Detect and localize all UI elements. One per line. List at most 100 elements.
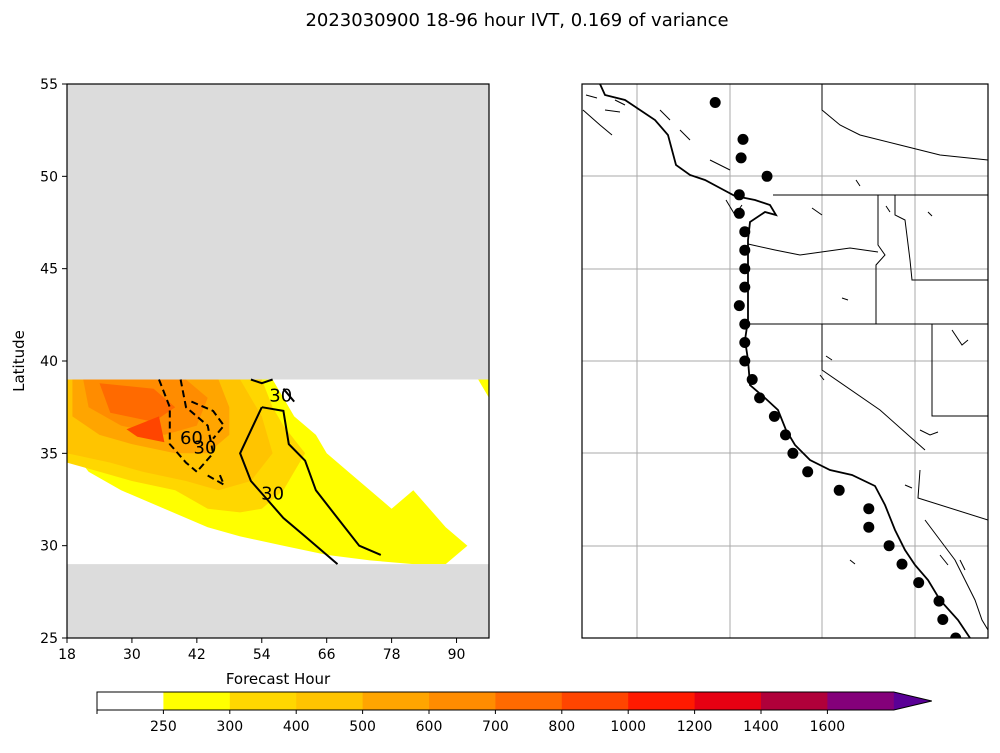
colorbar-tick-label: 1600 <box>810 719 846 735</box>
coastal-site-marker <box>739 244 751 256</box>
masked-region <box>67 84 489 380</box>
colorbar-tick-label: 800 <box>548 719 575 735</box>
x-tick-label: 18 <box>58 647 76 663</box>
colorbar-extend-arrow <box>893 692 932 710</box>
contour-line-solid <box>239 406 339 565</box>
coastal-site-marker <box>802 466 814 478</box>
contour-line-solid <box>261 406 382 556</box>
x-tick-label: 30 <box>123 647 141 663</box>
contour-label: 30 <box>194 437 217 458</box>
contour-line-dashed <box>191 400 226 440</box>
coastal-site-marker <box>950 632 962 638</box>
y-tick-label: 40 <box>40 354 58 370</box>
colorbar: 250 300 400 500 600 700 800 1000 1200 1400 1600 <box>96 691 932 735</box>
right-axes-frame <box>581 83 989 639</box>
right-panel-map <box>581 83 989 639</box>
coastal-site-marker <box>768 410 780 422</box>
x-tick-label: 66 <box>318 647 336 663</box>
colorbar-tick-label: 300 <box>216 719 243 735</box>
coastal-site-marker <box>733 189 745 201</box>
map-area <box>582 84 988 638</box>
coastal-site-marker <box>780 429 791 441</box>
id-mt-border <box>894 195 988 281</box>
colorbar-tick-label: 700 <box>482 719 509 735</box>
colorbar-tick-label: 1400 <box>743 719 779 735</box>
coastal-site-marker <box>739 355 751 367</box>
colorbar-segment <box>97 692 164 710</box>
colorbar-tick-label: 1000 <box>610 719 646 735</box>
colorbar-segment <box>296 692 364 710</box>
coastal-site-marker <box>739 318 751 330</box>
colorbar-tick-label: 600 <box>416 719 443 735</box>
left-axis-ticks: 18 30 42 54 66 78 90 25 30 35 40 45 50 55 <box>40 77 465 663</box>
coastline <box>599 84 971 638</box>
coastal-site-marker <box>746 374 758 385</box>
contour-label: 60 <box>180 428 203 449</box>
colorbar-segment <box>163 692 231 710</box>
x-tick-label: 42 <box>188 647 206 663</box>
coastal-site-marker <box>863 521 875 533</box>
coastal-site-marker <box>709 97 721 108</box>
y-axis-label: Latitude <box>10 330 28 392</box>
y-tick-label: 55 <box>40 77 58 93</box>
x-axis-label: Forecast Hour <box>226 670 331 688</box>
colorbar-segment <box>429 692 496 710</box>
coastal-site-marker <box>787 447 799 459</box>
coastal-site-marker <box>863 503 875 515</box>
coastal-site-marker <box>733 207 745 219</box>
colorbar-segment <box>561 692 629 710</box>
wa-or-border <box>747 243 879 256</box>
coastal-site-marker <box>733 300 745 312</box>
contour-label: 30 <box>261 484 284 505</box>
masked-region <box>67 564 489 638</box>
y-tick-label: 50 <box>40 169 58 185</box>
coastal-site-marker <box>933 595 945 607</box>
coastal-site-marker <box>833 484 845 496</box>
coastal-site-markers <box>709 97 962 638</box>
colorbar-tick-label: 500 <box>349 719 376 735</box>
colorbar-segment <box>628 692 696 710</box>
coastal-site-marker <box>737 133 749 145</box>
contour-line-dashed <box>179 379 215 473</box>
filled-contour-800 <box>126 416 165 443</box>
y-tick-label: 25 <box>40 631 58 647</box>
x-tick-label: 90 <box>448 647 466 663</box>
us-mexico-border <box>917 469 988 521</box>
canada-province-border <box>821 84 988 161</box>
contour-label: 30 <box>269 386 292 407</box>
colorbar-tick-label: 250 <box>150 719 177 735</box>
nv-ut-border <box>931 324 988 417</box>
x-tick-label: 54 <box>253 647 271 663</box>
contour-line-solid <box>250 378 273 385</box>
coastal-site-marker <box>735 152 747 164</box>
colorbar-segment <box>827 692 895 710</box>
colorbar-tick-label: 400 <box>283 719 310 735</box>
state-borders <box>747 84 988 521</box>
y-tick-label: 45 <box>40 262 58 278</box>
colorbar-tick-label: 1200 <box>677 719 713 735</box>
colorbar-segment <box>229 692 297 710</box>
coastal-site-marker <box>739 226 751 238</box>
colorbar-segment <box>694 692 762 710</box>
coastal-site-marker <box>739 263 751 275</box>
coastal-site-marker <box>913 577 925 589</box>
coastal-site-marker <box>761 170 773 182</box>
wa-id-or-border <box>875 195 886 324</box>
colorbar-segment <box>495 692 563 710</box>
contour-line-solid <box>282 388 295 403</box>
coastal-site-marker <box>883 540 895 552</box>
colorbar-segment <box>362 692 430 710</box>
y-tick-label: 30 <box>40 539 58 555</box>
y-tick-label: 35 <box>40 446 58 462</box>
map-gridlines <box>582 84 988 638</box>
x-tick-label: 78 <box>383 647 401 663</box>
figure-title: 2023030900 18-96 hour IVT, 0.169 of vari… <box>305 10 728 31</box>
coastline-islands <box>582 94 988 631</box>
colorbar-outline <box>96 691 932 711</box>
filled-contour-700 <box>99 383 176 422</box>
coastal-site-marker <box>739 337 751 348</box>
contour-line-dashed <box>207 471 226 488</box>
